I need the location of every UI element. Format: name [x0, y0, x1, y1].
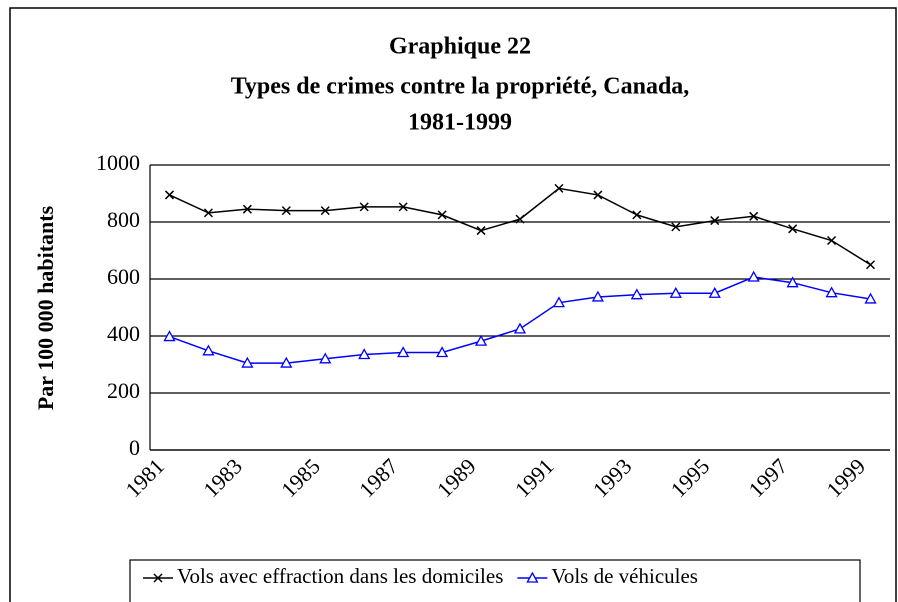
legend-marker — [153, 573, 163, 583]
point — [280, 356, 293, 368]
point — [749, 211, 759, 221]
point — [203, 208, 213, 218]
point — [358, 348, 371, 360]
point — [552, 296, 566, 308]
point — [630, 288, 643, 300]
legend-label: Vols de véhicules — [551, 564, 698, 588]
y-tick-label: 600 — [107, 264, 140, 289]
chart-frame — [9, 7, 897, 602]
y-tick-label: 400 — [107, 321, 140, 346]
y-tick-label: 800 — [107, 207, 140, 232]
point — [513, 322, 527, 334]
point — [632, 210, 642, 220]
y-axis-title: Par 100 000 habitants — [33, 205, 58, 410]
point — [671, 222, 681, 232]
point — [710, 216, 720, 226]
legend-box — [129, 559, 861, 602]
point — [281, 206, 291, 216]
point — [397, 346, 410, 358]
point — [437, 210, 447, 220]
point — [398, 202, 408, 212]
y-tick-label: 200 — [107, 378, 140, 403]
point — [591, 290, 604, 302]
point — [474, 334, 488, 346]
y-tick-label: 0 — [129, 435, 140, 460]
point — [163, 330, 176, 342]
point — [788, 224, 798, 234]
point — [164, 190, 175, 200]
legend-label: Vols avec effraction dans les domiciles — [177, 564, 503, 588]
chart-title: 1981-1999 — [408, 110, 512, 136]
y-tick-label: 1000 — [96, 150, 140, 175]
point — [825, 286, 838, 298]
point — [865, 260, 876, 270]
point — [669, 286, 682, 298]
point — [747, 270, 760, 282]
point — [319, 352, 332, 364]
point — [241, 356, 254, 368]
point — [515, 214, 525, 224]
legend-marker — [526, 571, 539, 583]
point — [708, 286, 721, 298]
point — [827, 235, 837, 246]
chart-title: Types de crimes contre la propriété, Can… — [231, 74, 690, 100]
point — [593, 190, 603, 200]
point — [320, 206, 330, 216]
point — [864, 292, 877, 304]
point — [436, 346, 449, 358]
point — [786, 276, 799, 288]
point — [554, 183, 564, 193]
chart-title: Graphique 22 — [389, 34, 531, 60]
point — [242, 204, 252, 214]
point — [359, 202, 369, 212]
point — [202, 344, 215, 356]
point — [476, 226, 486, 236]
